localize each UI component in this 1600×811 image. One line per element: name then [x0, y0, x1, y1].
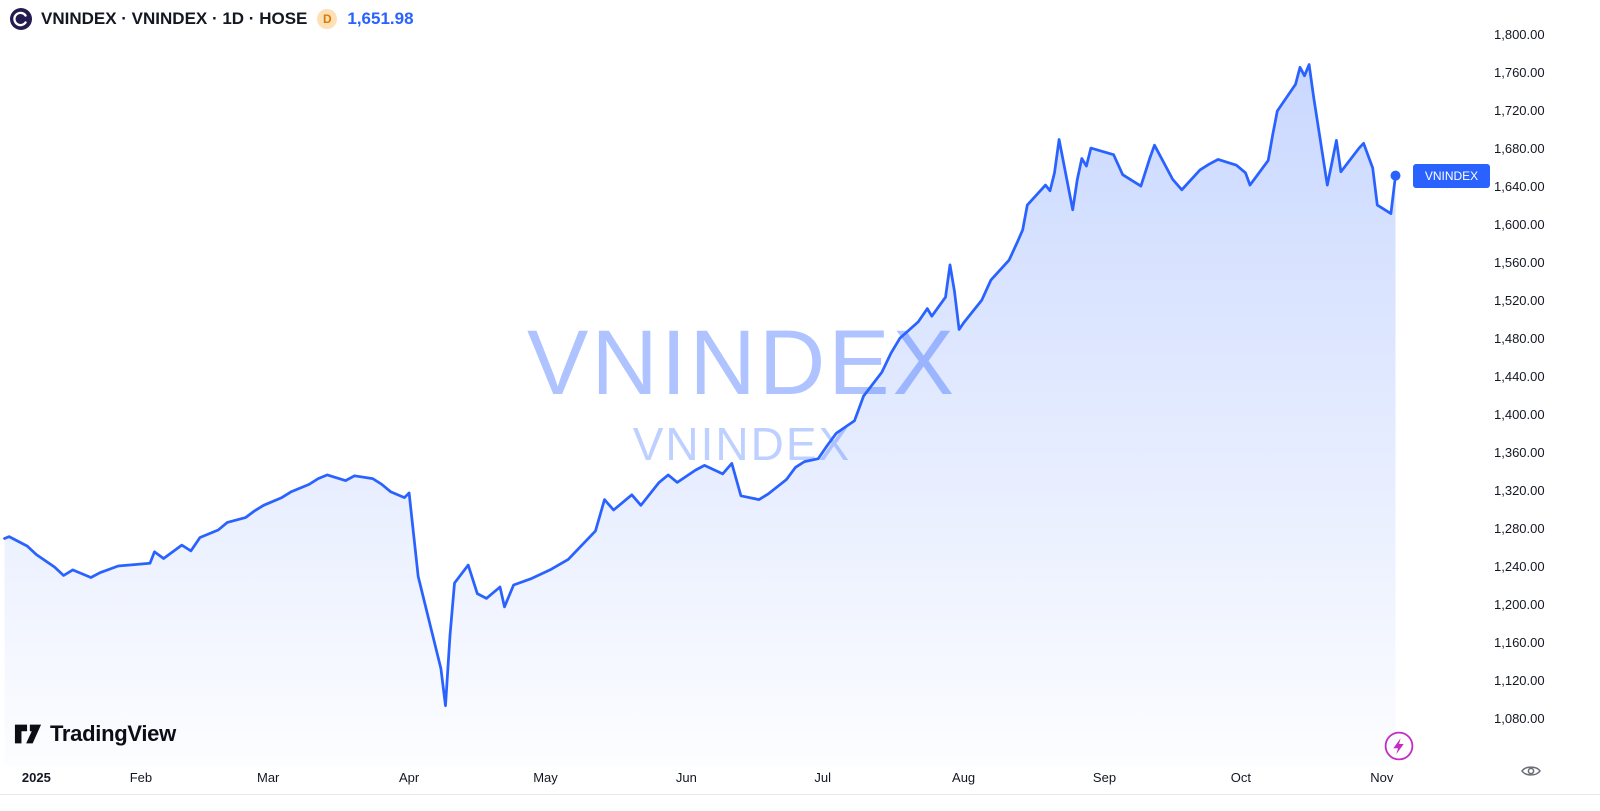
price-tick-label: 1,240.00 [1494, 559, 1545, 574]
chart-header: VNINDEX · VNINDEX · 1D · HOSE D 1,651.98 [10, 8, 414, 30]
time-tick-label: Sep [1092, 770, 1117, 785]
time-tick-label: Apr [398, 770, 420, 785]
time-tick-label: Oct [1230, 770, 1252, 785]
time-tick-label: May [533, 770, 558, 785]
tradingview-logo-icon [14, 721, 42, 747]
price-tick-label: 1,480.00 [1494, 331, 1545, 346]
eye-icon[interactable] [1520, 762, 1542, 780]
time-tick-label: Mar [256, 770, 280, 785]
bottom-border [0, 794, 1600, 795]
tradingview-brand-text: TradingView [50, 721, 176, 746]
price-tick-label: 1,120.00 [1494, 673, 1545, 688]
time-scale[interactable]: 2025 Feb Mar Apr May Jun Jul Aug Sep Oct Nov [0, 768, 1484, 792]
price-tick-label: 1,360.00 [1494, 445, 1545, 460]
tradingview-logo[interactable]: TradingView [14, 721, 176, 747]
symbol-title[interactable]: VNINDEX · VNINDEX · 1D · HOSE [41, 9, 308, 28]
price-tick-label: 1,680.00 [1494, 141, 1545, 156]
price-tick-label: 1,440.00 [1494, 369, 1545, 384]
price-tick-label: 1,400.00 [1494, 407, 1545, 422]
last-price-dot [1390, 170, 1401, 181]
price-tick-label: 1,520.00 [1494, 293, 1545, 308]
time-tick-label: Aug [952, 770, 976, 785]
boost-button[interactable] [1383, 730, 1415, 762]
price-scale[interactable]: 1,800.00 1,760.00 1,720.00 1,680.00 1,640.00… [1494, 0, 1600, 760]
symbol-logo-icon [10, 8, 32, 30]
price-tick-label: 1,760.00 [1494, 65, 1545, 80]
price-line [3, 63, 1397, 708]
lightning-icon [1384, 731, 1414, 761]
time-tick-label: Jun [675, 770, 697, 785]
area-fill [4, 64, 1396, 766]
time-tick-label: Feb [129, 770, 153, 785]
price-tick-label: 1,600.00 [1494, 217, 1545, 232]
price-tick-label: 1,320.00 [1494, 483, 1545, 498]
price-tick-label: 1,640.00 [1494, 179, 1545, 194]
price-tick-label: 1,080.00 [1494, 711, 1545, 726]
symbol-price-label-text: VNINDEX [1424, 168, 1479, 183]
price-tick-label: 1,720.00 [1494, 103, 1545, 118]
header-last-price: 1,651.98 [347, 9, 414, 28]
time-tick-label: Nov [1370, 770, 1394, 785]
price-tick-label: 1,560.00 [1494, 255, 1545, 270]
time-tick-label: Jul [814, 770, 831, 785]
price-tick-label: 1,800.00 [1494, 27, 1545, 42]
symbol-price-label: VNINDEX [1413, 163, 1490, 188]
price-tick-label: 1,160.00 [1494, 635, 1545, 650]
time-tick-label: 2025 [21, 770, 51, 785]
interval-badge: D [317, 9, 338, 29]
price-tick-label: 1,200.00 [1494, 597, 1545, 612]
price-tick-label: 1,280.00 [1494, 521, 1545, 536]
